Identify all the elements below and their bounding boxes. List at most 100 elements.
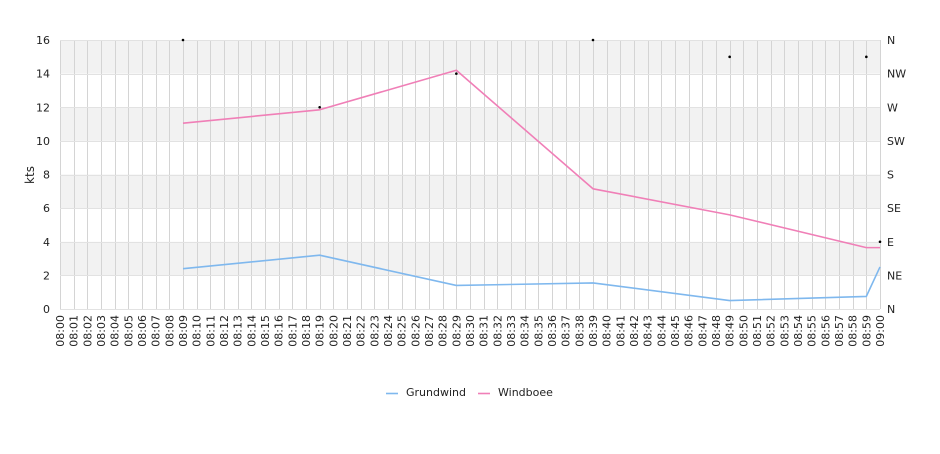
x-tick-label: 08:28 [437,315,450,347]
legend-item-windboee: Windboee [478,386,553,399]
y-tick-label: 16 [36,34,50,47]
x-tick-label: 08:51 [751,315,764,347]
y-tick-label: 0 [43,303,50,316]
x-tick-label: 08:34 [519,315,532,347]
series-line-grundwind [182,254,881,302]
y-tick-label: 12 [36,101,50,114]
x-tick-label: 08:48 [710,315,723,347]
x-tick-label: 08:26 [409,315,422,347]
y2-tick-label: N [887,34,895,47]
y-tick-label: 10 [36,135,50,148]
x-tick-label: 08:47 [696,315,709,347]
x-tick-label: 08:37 [560,315,573,347]
y2-tick-label: N [887,303,895,316]
y2-tick-label: NE [887,269,902,282]
y2-tick-label: SW [887,135,905,148]
x-tick-label: 08:00 [54,315,67,347]
x-tick-label: 08:36 [546,315,559,347]
x-tick-label: 08:02 [81,315,94,347]
y-axis-label: kts [23,166,37,184]
x-tick-label: 08:14 [245,315,258,347]
x-tick-label: 08:58 [847,315,860,347]
x-tick-label: 08:10 [191,315,204,347]
x-tick-label: 08:43 [642,315,655,347]
direction-markers [181,38,882,244]
x-tick-label: 08:06 [136,315,149,347]
x-tick-label: 08:04 [109,315,122,347]
legend-label: Windboee [498,386,553,399]
x-tick-label: 08:44 [655,315,668,347]
x-tick-label: 08:39 [587,315,600,347]
x-tick-label: 08:08 [163,315,176,347]
x-tick-label: 08:11 [204,315,217,347]
x-tick-label: 08:38 [573,315,586,347]
direction-marker [318,105,321,109]
x-tick-label: 08:23 [368,315,381,347]
x-tick-label: 08:32 [491,315,504,347]
x-tick-label: 08:54 [792,315,805,347]
x-tick-label: 08:18 [300,315,313,347]
x-tick-label: 08:19 [314,315,327,347]
x-tick-label: 08:17 [286,315,299,347]
legend-label: Grundwind [406,386,466,399]
x-tick-label: 08:15 [259,315,272,347]
x-tick-label: 08:12 [218,315,231,347]
x-tick-label: 08:01 [68,315,81,347]
y-tick-label: 8 [43,169,50,182]
series-line-windboee [182,69,880,249]
x-tick-label: 08:35 [532,315,545,347]
x-tick-label: 08:40 [601,315,614,347]
x-tick-label: 08:33 [505,315,518,347]
y2-tick-label: SE [887,202,901,215]
x-tick-label: 08:05 [122,315,135,347]
x-tick-label: 08:45 [669,315,682,347]
y-tick-label: 14 [36,68,50,81]
y2-tick-label: W [887,101,898,114]
direction-marker [878,240,882,244]
x-tick-label: 08:21 [341,315,354,347]
x-tick-label: 08:16 [273,315,286,347]
y2-tick-label: S [887,169,894,182]
direction-marker [181,38,185,42]
x-tick-label: 08:59 [860,315,873,347]
direction-marker [728,55,731,59]
x-tick-label: 08:31 [478,315,491,347]
x-tick-label: 08:46 [683,315,696,347]
direction-marker [865,55,868,59]
x-tick-label: 08:09 [177,315,190,347]
y-tick-label: 6 [43,202,50,215]
x-tick-label: 09:00 [874,315,887,347]
grid-lines [60,40,881,310]
y-tick-label: 4 [43,236,50,249]
x-tick-label: 08:30 [464,315,477,347]
legend: Grundwind Windboee [386,386,553,399]
y-tick-label: 2 [43,269,50,282]
y2-axis-ticks: N NE E SE S SW W NW N [887,34,906,316]
x-tick-label: 08:20 [327,315,340,347]
legend-item-grundwind: Grundwind [386,386,466,399]
x-tick-label: 08:55 [806,315,819,347]
x-tick-label: 08:13 [232,315,245,347]
direction-marker [591,38,595,42]
x-tick-label: 08:29 [450,315,463,347]
x-tick-label: 08:27 [423,315,436,347]
x-tick-label: 08:57 [833,315,846,347]
x-tick-label: 08:42 [628,315,641,347]
y2-tick-label: E [887,236,894,249]
x-tick-label: 08:49 [724,315,737,347]
x-tick-label: 08:50 [737,315,750,347]
series-lines [182,69,881,302]
direction-marker [455,72,458,75]
x-tick-label: 08:22 [355,315,368,347]
x-tick-label: 08:53 [778,315,791,347]
x-tick-label: 08:24 [382,315,395,347]
x-tick-label: 08:07 [150,315,163,347]
x-tick-label: 08:03 [95,315,108,347]
x-tick-label: 08:52 [765,315,778,347]
y-axis-ticks: 0 2 4 6 8 10 12 14 16 [36,34,50,316]
y2-tick-label: NW [887,68,906,81]
x-tick-label: 08:25 [396,315,409,347]
x-axis-ticks: 08:00 08:01 08:02 08:03 08:04 08:05 08:06 08:07… [54,315,887,347]
